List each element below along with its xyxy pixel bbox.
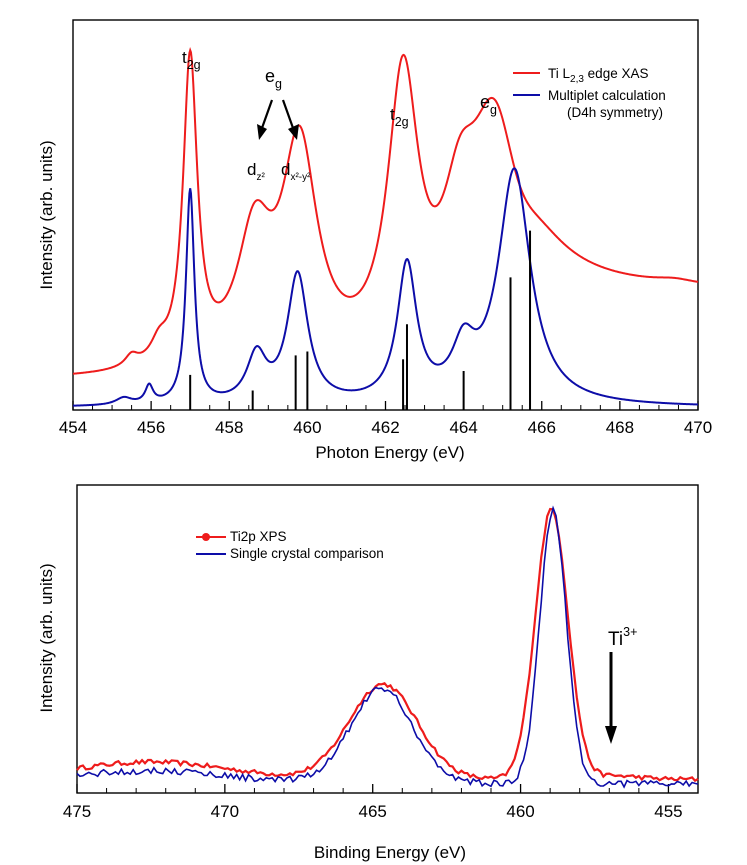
top-sticks-group bbox=[189, 230, 532, 410]
bottom-plot-frame bbox=[76, 484, 699, 794]
top-legend: Ti L2,3 edge XAS Multiplet calculation (… bbox=[513, 66, 666, 120]
annotation-eg-2: eg bbox=[480, 92, 497, 117]
annotation-eg-1: eg bbox=[265, 66, 282, 91]
bottom-chart: 475 470 465 460 455 Binding Energy (eV) Inte… bbox=[37, 484, 699, 862]
annotation-ti3: Ti3+ bbox=[608, 625, 637, 650]
top-x-tick-label: 468 bbox=[606, 418, 634, 437]
legend-marker-xps bbox=[202, 533, 210, 541]
bottom-x-tick-label: 470 bbox=[211, 802, 239, 821]
legend-label-xas: Ti L2,3 edge XAS bbox=[548, 66, 648, 85]
bottom-x-tick-label: 455 bbox=[654, 802, 682, 821]
crystal-curve bbox=[76, 505, 699, 789]
top-x-tick-label: 458 bbox=[215, 418, 243, 437]
top-x-tick-label: 464 bbox=[449, 418, 477, 437]
legend-label-crystal: Single crystal comparison bbox=[230, 546, 384, 561]
legend-label-multiplet: Multiplet calculation bbox=[548, 88, 666, 103]
top-x-ticks: 454 456 458 460 462 464 466 468 470 bbox=[59, 401, 712, 437]
bottom-x-tick-label: 475 bbox=[63, 802, 91, 821]
arrow-ti3 bbox=[605, 652, 617, 744]
bottom-series-group bbox=[76, 505, 699, 789]
top-series-group bbox=[72, 46, 699, 407]
xas-curve bbox=[72, 46, 699, 375]
arrow-to-dz2 bbox=[257, 99, 274, 140]
bottom-y-axis-label: Intensity (arb. units) bbox=[37, 563, 56, 712]
top-x-axis-label: Photon Energy (eV) bbox=[315, 443, 464, 462]
annotation-t2g-2: t2g bbox=[390, 105, 409, 129]
annotation-dz2: dz² bbox=[247, 160, 265, 183]
top-x-tick-label: 466 bbox=[528, 418, 556, 437]
top-x-tick-label: 454 bbox=[59, 418, 87, 437]
top-x-tick-label: 462 bbox=[371, 418, 399, 437]
bottom-x-ticks: 475 470 465 460 455 bbox=[63, 784, 699, 821]
annotation-dx2y2: dx²-y² bbox=[281, 160, 311, 183]
multiplet-curve bbox=[72, 167, 699, 407]
bottom-x-axis-label: Binding Energy (eV) bbox=[314, 843, 466, 862]
xps-curve bbox=[76, 507, 699, 783]
legend-label-multiplet-line2: (D4h symmetry) bbox=[567, 105, 663, 120]
top-x-tick-label: 470 bbox=[684, 418, 712, 437]
legend-label-xps: Ti2p XPS bbox=[230, 529, 287, 544]
top-x-tick-label: 460 bbox=[293, 418, 321, 437]
top-x-tick-label: 456 bbox=[137, 418, 165, 437]
annotation-t2g-1: t2g bbox=[182, 48, 201, 72]
bottom-legend: Ti2p XPS Single crystal comparison bbox=[196, 529, 384, 561]
top-chart: 454 456 458 460 462 464 466 468 470 Photon Energ… bbox=[37, 19, 712, 462]
bottom-x-tick-label: 465 bbox=[359, 802, 387, 821]
bottom-x-tick-label: 460 bbox=[506, 802, 534, 821]
arrow-to-dx2y2 bbox=[281, 99, 299, 140]
top-y-axis-label: Intensity (arb. units) bbox=[37, 140, 56, 289]
